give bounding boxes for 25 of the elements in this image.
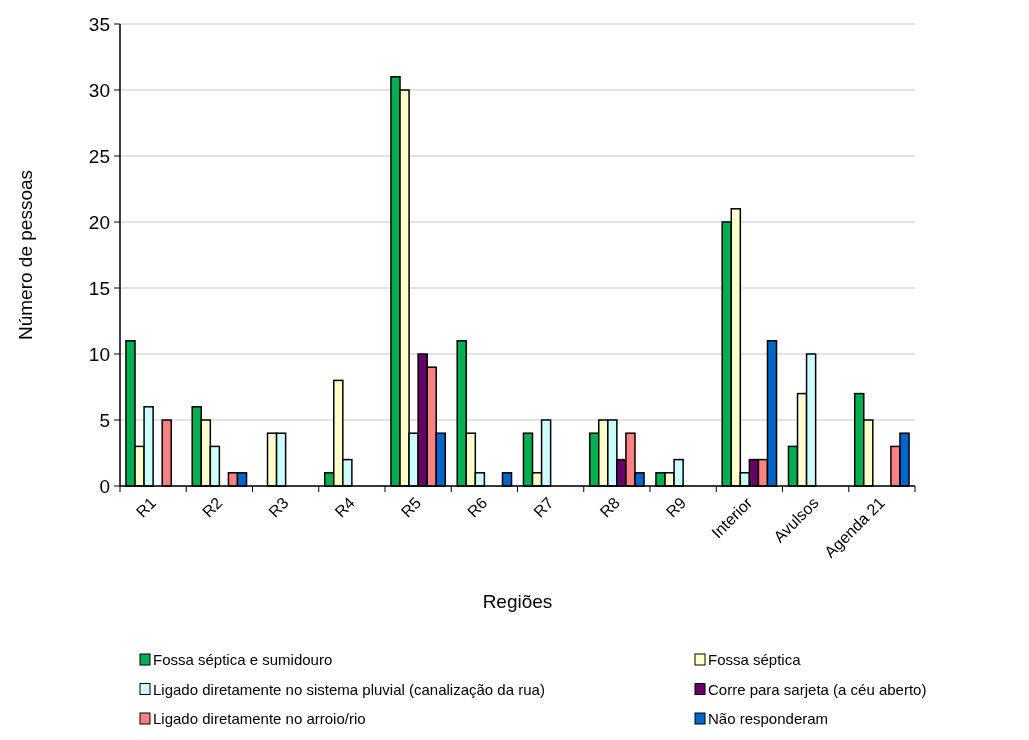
y-tick-label: 15	[88, 277, 110, 299]
x-tick-label: R6	[463, 493, 491, 521]
y-tick-label: 20	[88, 211, 110, 233]
legend-label: Fossa séptica e sumidouro	[153, 651, 333, 669]
x-tick-label: R5	[397, 493, 425, 521]
y-tick-label: 0	[99, 475, 110, 497]
legend-label: Fossa séptica	[708, 651, 802, 669]
x-tick-label: R8	[596, 493, 624, 521]
y-tick-label: 10	[88, 343, 110, 365]
x-tick-label: R1	[132, 493, 160, 521]
legend-label: Ligado diretamente no arroio/rio	[153, 710, 366, 728]
y-tick-label: 30	[88, 79, 110, 101]
y-tick-label: 35	[88, 13, 110, 35]
x-axis-title: Regiões	[482, 591, 553, 612]
legend-label: Ligado diretamente no sistema pluvial (canalização da rua)	[153, 680, 545, 698]
x-tick-label: R7	[530, 493, 557, 521]
x-tick-label: R3	[265, 493, 292, 521]
y-axis-title: Número de pessoas	[15, 169, 36, 341]
x-tick-label: R2	[198, 493, 226, 521]
legend-label: Não responderam	[708, 710, 829, 728]
x-tick-label: R9	[662, 493, 690, 521]
legend-label: Corre para sarjeta (a céu aberto)	[708, 680, 927, 698]
x-tick-label: R4	[331, 493, 359, 521]
y-tick-label: 5	[99, 409, 110, 431]
y-tick-label: 25	[88, 145, 110, 167]
